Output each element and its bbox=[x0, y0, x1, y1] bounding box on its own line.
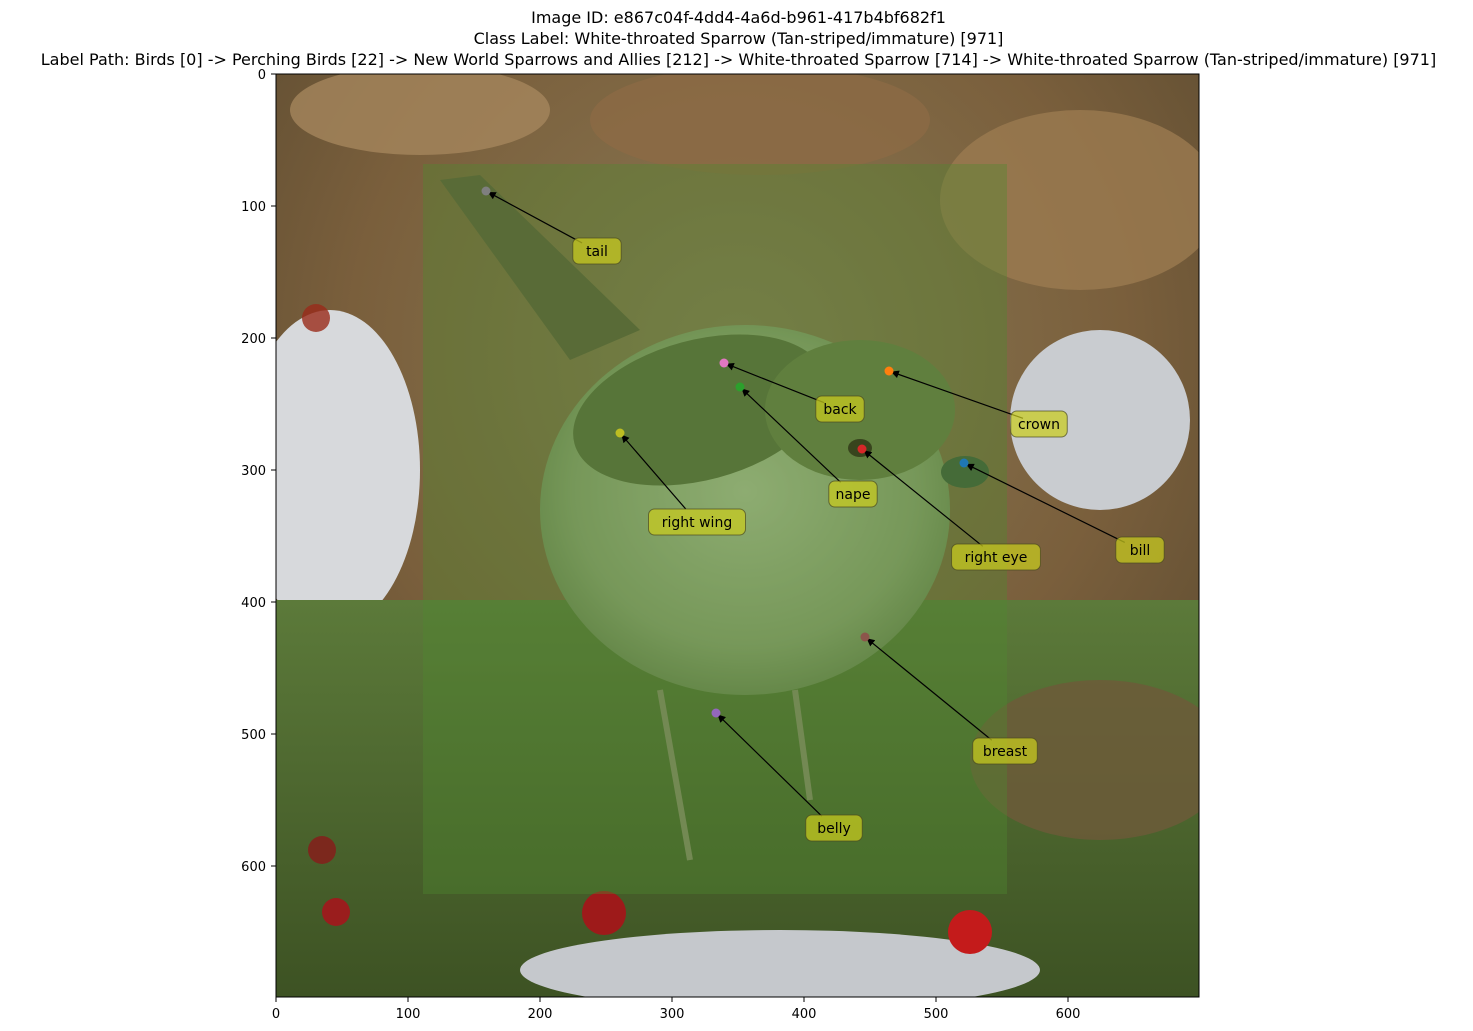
keypoint-marker bbox=[860, 632, 870, 642]
annotation-arrow bbox=[487, 191, 583, 244]
keypoint-marker bbox=[857, 444, 867, 454]
part-annotation-bill: bill bbox=[959, 458, 1165, 564]
label-box bbox=[972, 737, 1038, 765]
label-box bbox=[572, 237, 622, 265]
part-label: tail bbox=[586, 244, 608, 260]
keypoint-marker bbox=[481, 186, 491, 196]
label-box bbox=[1010, 410, 1068, 438]
part-label: right eye bbox=[965, 550, 1028, 566]
keypoint-marker bbox=[719, 358, 729, 368]
part-label: belly bbox=[817, 821, 851, 837]
x-tick-label: 0 bbox=[272, 1007, 280, 1022]
keypoint-marker bbox=[959, 458, 969, 468]
part-annotation-back: back bbox=[719, 358, 865, 423]
x-axis: 0 100 200 300 400 500 600 bbox=[272, 997, 1081, 1022]
part-annotation-breast: breast bbox=[860, 632, 1038, 765]
label-box bbox=[828, 480, 878, 508]
y-tick-label: 200 bbox=[241, 332, 266, 347]
annotation-arrow bbox=[965, 463, 1126, 544]
annotation-arrow bbox=[863, 450, 984, 547]
annotation-arrow bbox=[725, 362, 825, 404]
annotation-arrow bbox=[717, 714, 823, 817]
part-annotation-crown: crown bbox=[884, 366, 1068, 438]
axes-frame bbox=[275, 73, 1200, 998]
keypoint-marker bbox=[884, 366, 894, 376]
x-tick-label: 500 bbox=[924, 1007, 949, 1022]
label-box bbox=[951, 543, 1041, 571]
x-tick-label: 200 bbox=[528, 1007, 553, 1022]
part-annotations: tail back crown nape right wing right eye bill… bbox=[481, 186, 1165, 842]
x-tick-label: 400 bbox=[792, 1007, 817, 1022]
part-annotation-belly: belly bbox=[711, 708, 863, 842]
part-label: back bbox=[823, 402, 857, 418]
part-label: right wing bbox=[662, 515, 732, 531]
part-annotation-tail: tail bbox=[481, 186, 622, 265]
y-tick-label: 100 bbox=[241, 200, 266, 215]
part-label: breast bbox=[983, 744, 1028, 760]
y-tick-label: 400 bbox=[241, 596, 266, 611]
y-tick-label: 300 bbox=[241, 464, 266, 479]
y-tick-label: 500 bbox=[241, 728, 266, 743]
keypoint-marker bbox=[615, 428, 625, 438]
part-label: nape bbox=[836, 487, 871, 503]
annotation-arrow bbox=[621, 434, 687, 510]
y-axis: 0 100 200 300 400 500 600 bbox=[241, 68, 276, 875]
keypoint-marker bbox=[711, 708, 721, 718]
y-tick-label: 600 bbox=[241, 860, 266, 875]
part-annotation-right-eye: right eye bbox=[857, 444, 1041, 571]
annotation-arrow bbox=[741, 388, 842, 483]
label-box bbox=[648, 508, 746, 536]
part-annotation-right-wing: right wing bbox=[615, 428, 746, 536]
x-tick-label: 600 bbox=[1056, 1007, 1081, 1022]
annotation-arrow bbox=[866, 638, 993, 741]
x-tick-label: 100 bbox=[396, 1007, 421, 1022]
label-box bbox=[805, 814, 863, 842]
part-annotation-nape: nape bbox=[735, 382, 878, 508]
y-tick-label: 0 bbox=[258, 68, 266, 83]
part-label: bill bbox=[1130, 543, 1151, 559]
label-box bbox=[815, 395, 865, 423]
title-class-label: Class Label: White-throated Sparrow (Tan… bbox=[473, 29, 1004, 48]
title-label-path: Label Path: Birds [0] -> Perching Birds … bbox=[40, 50, 1437, 69]
title-image-id: Image ID: e867c04f-4dd4-4a6d-b961-417b4b… bbox=[531, 8, 946, 27]
part-label: crown bbox=[1018, 417, 1060, 433]
keypoint-marker bbox=[735, 382, 745, 392]
x-tick-label: 300 bbox=[660, 1007, 685, 1022]
bird-photo bbox=[276, 74, 1199, 997]
annotation-arrow bbox=[890, 370, 1024, 419]
label-box bbox=[1115, 536, 1165, 564]
